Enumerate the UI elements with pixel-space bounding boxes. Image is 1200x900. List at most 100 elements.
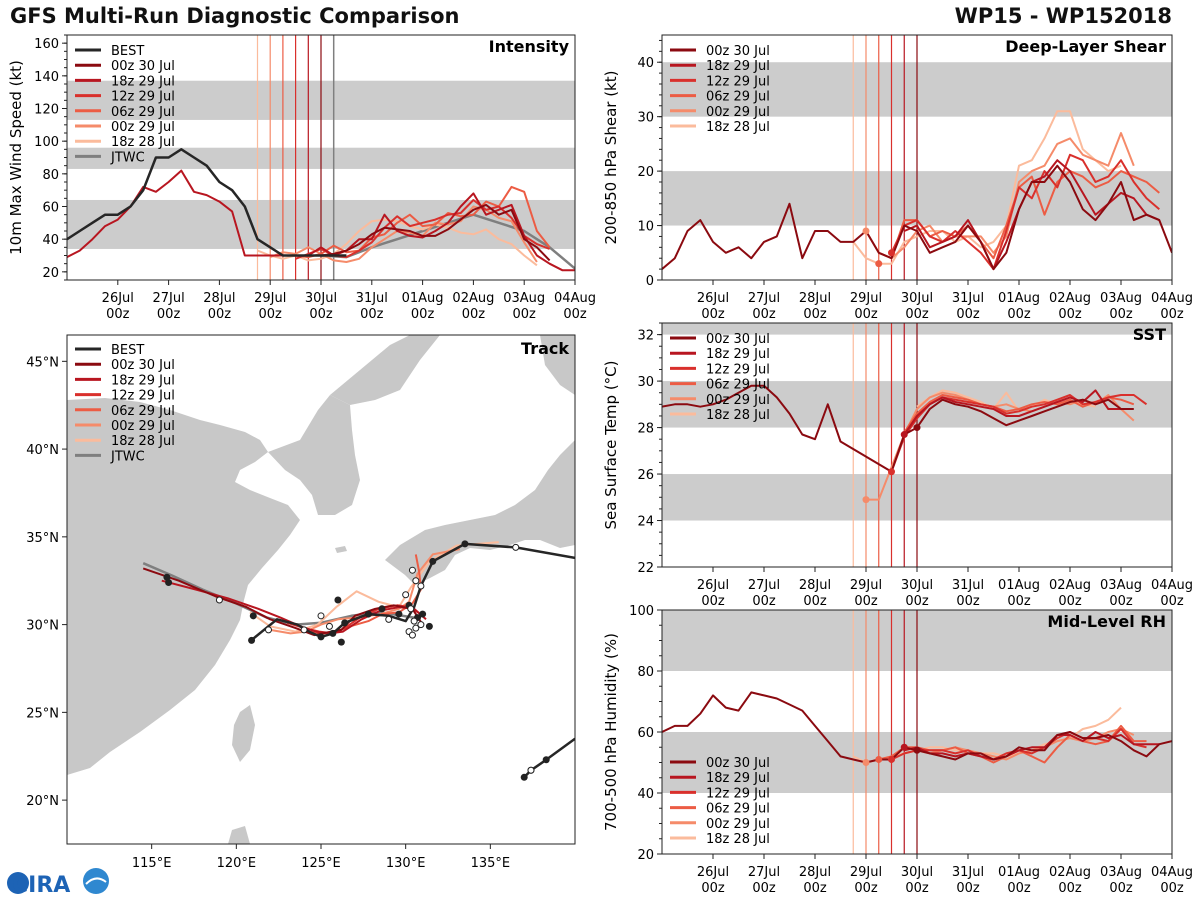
rh-title: Mid-Level RH <box>1047 612 1166 631</box>
track-point-open <box>408 566 416 574</box>
rh-marker-3 <box>900 743 908 751</box>
rh-xtick-label-day: 01Aug <box>998 865 1040 880</box>
rh-xtick-label-day: 04Aug <box>1151 865 1193 880</box>
rh-xtick-label-hour: 00z <box>1160 881 1184 896</box>
rh-legend-label: 12z 29 Jul <box>706 786 770 801</box>
intensity-xtick-label-day: 02Aug <box>452 291 494 306</box>
track-legend-label: 12z 29 Jul <box>111 389 175 404</box>
sst-xtick-label-hour: 00z <box>1058 594 1082 609</box>
rh-xtick-label-day: 27Jul <box>748 865 780 880</box>
intensity-legend-label: 18z 28 Jul <box>111 135 175 150</box>
track-point-filled <box>334 596 342 604</box>
intensity-xtick-label-hour: 00z <box>309 307 333 322</box>
sst-xtick-label-hour: 00z <box>803 594 827 609</box>
track-point-filled <box>378 605 386 613</box>
track-legend-label: 06z 29 Jul <box>111 404 175 419</box>
track-point-filled <box>425 622 433 630</box>
shear-ytick-label: 10 <box>637 220 654 235</box>
track-point-filled <box>520 773 528 781</box>
shear-xtick-label-day: 02Aug <box>1049 291 1091 306</box>
track-lat-label: 45°N <box>26 355 59 370</box>
shear-legend-label: 18z 29 Jul <box>706 59 770 74</box>
intensity-xtick-label-day: 31Jul <box>356 291 388 306</box>
sst-xtick-label-day: 02Aug <box>1049 578 1091 593</box>
intensity-ytick-label: 160 <box>34 37 59 52</box>
track-legend-label: 00z 29 Jul <box>111 419 175 434</box>
sst-xtick-label-hour: 00z <box>905 594 929 609</box>
intensity-panel: 2040608010012014016026Jul00z27Jul00z28Ju… <box>7 34 596 322</box>
shear-legend-label: 06z 29 Jul <box>706 90 770 105</box>
sst-ytick-label: 30 <box>637 375 654 390</box>
track-legend-label: 18z 29 Jul <box>111 373 175 388</box>
rh-marker-0 <box>862 759 870 766</box>
rh-xtick-label-hour: 00z <box>1109 881 1133 896</box>
track-point-filled <box>364 610 372 618</box>
rh-xtick-label-hour: 00z <box>1007 881 1031 896</box>
intensity-title: Intensity <box>489 37 570 56</box>
track-lat-label: 30°N <box>26 619 59 634</box>
sst-xtick-label-day: 31Jul <box>952 578 984 593</box>
intensity-xtick-label-day: 03Aug <box>503 291 545 306</box>
track-point-open <box>417 582 425 590</box>
intensity-ylabel: 10m Max Wind Speed (kt) <box>7 60 25 255</box>
shear-panel: 01020304026Jul00z27Jul00z28Jul00z29Jul00… <box>602 34 1193 322</box>
track-point-filled <box>163 573 171 581</box>
intensity-xtick-label-day: 26Jul <box>102 291 134 306</box>
sst-legend-label: 06z 29 Jul <box>706 378 770 393</box>
shear-marker-2 <box>888 249 895 257</box>
shear-marker-1 <box>875 260 883 268</box>
shear-xtick-label-hour: 00z <box>1007 307 1031 322</box>
rh-legend-label: 00z 30 Jul <box>706 756 770 771</box>
rh-series-18z-29-jul <box>904 731 1160 761</box>
sst-ytick-label: 22 <box>637 561 654 576</box>
intensity-ytick-label: 120 <box>34 103 59 118</box>
shear-xtick-label-day: 31Jul <box>952 291 984 306</box>
track-legend-label: 00z 30 Jul <box>111 358 175 373</box>
track-lat-label: 25°N <box>26 706 59 721</box>
rh-xtick-label-hour: 00z <box>803 881 827 896</box>
shear-ytick-label: 40 <box>637 56 654 71</box>
intensity-xtick-label-hour: 00z <box>513 307 537 322</box>
intensity-legend-label: BEST <box>111 44 144 59</box>
intensity-series-best <box>67 148 347 257</box>
track-lon-label: 115°E <box>132 856 172 871</box>
intensity-series-18z-28-jul <box>257 218 538 267</box>
rh-panel: 2040608010026Jul00z27Jul00z28Jul00z29Jul… <box>602 604 1193 896</box>
intensity-xtick-label-hour: 00z <box>360 307 384 322</box>
sst-xtick-label-hour: 00z <box>1160 594 1184 609</box>
rh-series-18z-28-jul <box>852 706 1122 764</box>
shear-legend-label: 18z 28 Jul <box>706 120 770 135</box>
sst-legend-label: 18z 28 Jul <box>706 408 770 423</box>
shear-xtick-label-day: 04Aug <box>1151 291 1193 306</box>
intensity-series-06z-29-jul <box>282 185 551 259</box>
track-point-filled <box>419 610 427 618</box>
track-lon-label: 130°E <box>386 856 426 871</box>
rh-xtick-label-day: 26Jul <box>697 865 729 880</box>
track-point-open <box>317 612 325 620</box>
track-point-open <box>412 577 420 585</box>
track-point-open <box>512 543 520 551</box>
intensity-xtick-label-day: 28Jul <box>203 291 235 306</box>
intensity-ytick-label: 140 <box>34 70 59 85</box>
rh-legend-label: 18z 28 Jul <box>706 832 770 847</box>
intensity-xtick-label-hour: 00z <box>157 307 181 322</box>
cira-logo: CIRA <box>7 868 109 898</box>
track-lon-label: 135°E <box>471 856 511 871</box>
rh-ytick-label: 60 <box>637 726 654 741</box>
intensity-xtick-label-hour: 00z <box>411 307 435 322</box>
intensity-ytick-label: 100 <box>34 135 59 150</box>
track-point-open <box>527 766 535 774</box>
shear-ylabel: 200-850 hPa Shear (kt) <box>602 71 620 245</box>
shear-xtick-label-hour: 00z <box>701 307 725 322</box>
intensity-ytick-label: 80 <box>42 168 59 183</box>
intensity-xtick-label-hour: 00z <box>259 307 283 322</box>
track-legend-label: BEST <box>111 343 144 358</box>
shear-series-12z-29-jul <box>890 153 1160 271</box>
sst-xtick-label-hour: 00z <box>752 594 776 609</box>
track-lat-label: 40°N <box>26 443 59 458</box>
intensity-legend-label: 12z 29 Jul <box>111 90 175 105</box>
intensity-legend-label: 06z 29 Jul <box>111 105 175 120</box>
sst-marker-0 <box>862 496 870 504</box>
sst-ytick-label: 26 <box>637 468 654 483</box>
rh-xtick-label-day: 29Jul <box>850 865 882 880</box>
